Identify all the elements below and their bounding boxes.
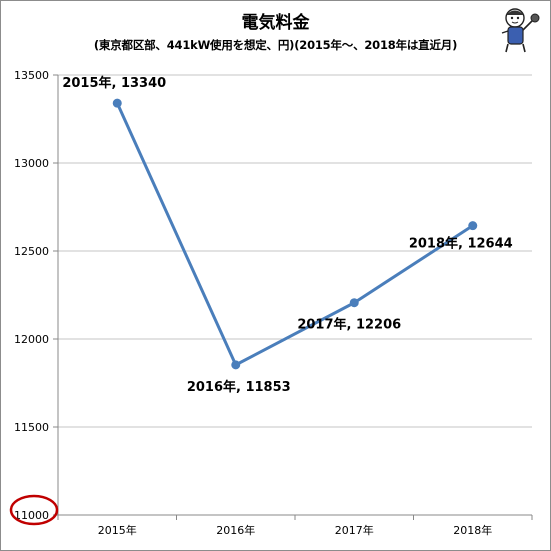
y-axis-tick-labels: 11000 11500 12000 12500 13000 13500 xyxy=(14,69,49,522)
data-point xyxy=(349,298,359,308)
x-tick-label: 2016年 xyxy=(216,523,255,537)
cartoon-reporter-mascot-icon xyxy=(501,8,540,53)
axes xyxy=(53,74,533,520)
y-tick-label: 13500 xyxy=(14,69,49,82)
series xyxy=(112,98,478,370)
chart-subtitle: (東京都区部、441kW使用を想定、円)(2015年〜、2018年は直近月) xyxy=(93,38,458,52)
y-tick-label: 11500 xyxy=(14,421,49,434)
y-tick-label: 13000 xyxy=(14,157,49,170)
y-tick-label: 11000 xyxy=(14,509,49,522)
data-label: 2018年, 12644 xyxy=(409,236,513,252)
data-point xyxy=(468,221,478,231)
red-circle-annotation xyxy=(9,494,59,526)
series-line xyxy=(115,102,474,367)
data-label: 2016年, 11853 xyxy=(187,379,291,395)
y-tick-label: 12500 xyxy=(14,245,49,258)
data-point xyxy=(231,360,241,370)
data-label: 2015年, 13340 xyxy=(62,75,166,91)
data-labels: 2015年, 13340 2016年, 11853 2017年, 12206 2018… xyxy=(62,75,512,395)
y-tick-label: 12000 xyxy=(14,333,49,346)
data-point xyxy=(112,98,122,108)
x-axis-tick-labels: 2015年 2016年 2017年 2018年 xyxy=(98,523,493,537)
x-tick-label: 2017年 xyxy=(335,523,374,537)
x-tick-label: 2018年 xyxy=(453,523,492,537)
data-label: 2017年, 12206 xyxy=(297,317,401,333)
x-tick-label: 2015年 xyxy=(98,523,137,537)
gridlines xyxy=(58,74,532,428)
chart-title: 電気料金 xyxy=(241,13,310,33)
annotations xyxy=(9,494,59,526)
